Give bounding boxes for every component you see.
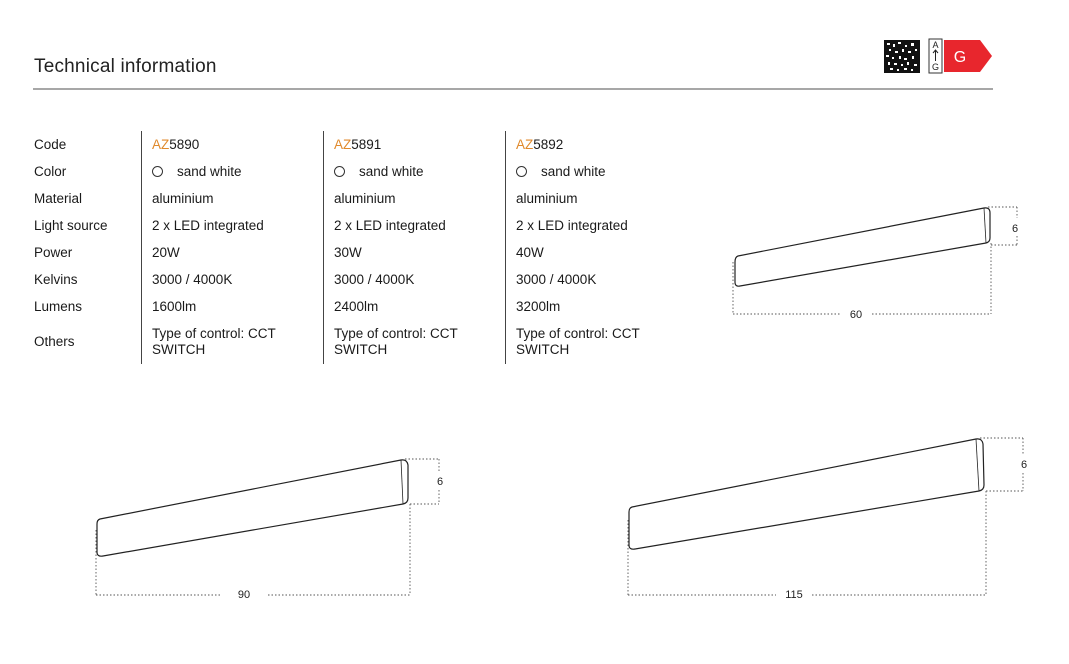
dimension-lines-90 bbox=[95, 458, 440, 596]
label-color: Color bbox=[34, 164, 67, 179]
dimension-length-60: 60 bbox=[850, 309, 862, 321]
product-color: sand white bbox=[516, 164, 606, 179]
code-prefix: AZ bbox=[152, 137, 170, 152]
product-light-source: 2 x LED integrated bbox=[516, 218, 628, 233]
label-others: Others bbox=[34, 334, 75, 349]
color-swatch-icon bbox=[516, 165, 527, 177]
product-others: Type of control: CCT SWITCH bbox=[152, 326, 276, 357]
label-kelvins: Kelvins bbox=[34, 272, 78, 287]
product-power: 30W bbox=[334, 245, 362, 260]
dimension-lines-115 bbox=[627, 437, 1024, 596]
product-color: sand white bbox=[334, 164, 424, 179]
code-prefix: AZ bbox=[516, 137, 534, 152]
color-value: sand white bbox=[359, 164, 424, 179]
product-power: 40W bbox=[516, 245, 544, 260]
product-code: AZ5891 bbox=[334, 137, 381, 152]
product-column-az5890: AZ5890 sand white aluminium 2 x LED inte… bbox=[141, 131, 312, 364]
product-material: aluminium bbox=[334, 191, 396, 206]
product-color: sand white bbox=[152, 164, 242, 179]
label-lumens: Lumens bbox=[34, 299, 83, 314]
product-material: aluminium bbox=[516, 191, 578, 206]
product-kelvins: 3000 / 4000K bbox=[152, 272, 233, 287]
dimension-height-90: 6 bbox=[437, 476, 443, 488]
label-code: Code bbox=[34, 137, 67, 152]
lamp-drawing-115 bbox=[628, 438, 985, 550]
product-power: 20W bbox=[152, 245, 180, 260]
color-value: sand white bbox=[177, 164, 242, 179]
energy-class-badge: A G G bbox=[928, 38, 992, 74]
product-lumens: 1600lm bbox=[152, 299, 197, 314]
code-number: 5890 bbox=[169, 137, 200, 152]
color-value: sand white bbox=[541, 164, 606, 179]
code-prefix: AZ bbox=[334, 137, 352, 152]
product-column-az5891: AZ5891 sand white aluminium 2 x LED inte… bbox=[323, 131, 494, 364]
energy-range-bottom: G bbox=[932, 62, 939, 72]
label-light-source: Light source bbox=[34, 218, 108, 233]
dimension-length-90: 90 bbox=[238, 589, 250, 601]
label-material: Material bbox=[34, 191, 83, 206]
title-divider bbox=[33, 88, 993, 90]
code-number: 5891 bbox=[351, 137, 382, 152]
product-lumens: 3200lm bbox=[516, 299, 561, 314]
dimension-lines-60 bbox=[732, 206, 1018, 315]
dimension-height-115: 6 bbox=[1021, 459, 1027, 471]
color-swatch-icon bbox=[334, 165, 345, 177]
product-kelvins: 3000 / 4000K bbox=[516, 272, 597, 287]
dimension-height-60: 6 bbox=[1012, 223, 1018, 235]
product-kelvins: 3000 / 4000K bbox=[334, 272, 415, 287]
qr-code-icon bbox=[884, 40, 920, 73]
lamp-drawing-90 bbox=[96, 459, 409, 557]
product-lumens: 2400lm bbox=[334, 299, 379, 314]
dimension-length-115: 115 bbox=[785, 589, 803, 601]
product-others: Type of control: CCT SWITCH bbox=[516, 326, 640, 357]
lamp-drawing-60 bbox=[734, 207, 991, 287]
product-code: AZ5890 bbox=[152, 137, 199, 152]
product-column-az5892: AZ5892 sand white aluminium 2 x LED inte… bbox=[505, 131, 676, 364]
energy-range-top: A bbox=[932, 40, 938, 50]
code-number: 5892 bbox=[533, 137, 564, 152]
product-others: Type of control: CCT SWITCH bbox=[334, 326, 458, 357]
color-swatch-icon bbox=[152, 165, 163, 177]
product-material: aluminium bbox=[152, 191, 214, 206]
product-light-source: 2 x LED integrated bbox=[334, 218, 446, 233]
product-code: AZ5892 bbox=[516, 137, 563, 152]
page-title: Technical information bbox=[34, 56, 217, 77]
product-light-source: 2 x LED integrated bbox=[152, 218, 264, 233]
energy-class-letter: G bbox=[954, 49, 966, 66]
label-power: Power bbox=[34, 245, 73, 260]
